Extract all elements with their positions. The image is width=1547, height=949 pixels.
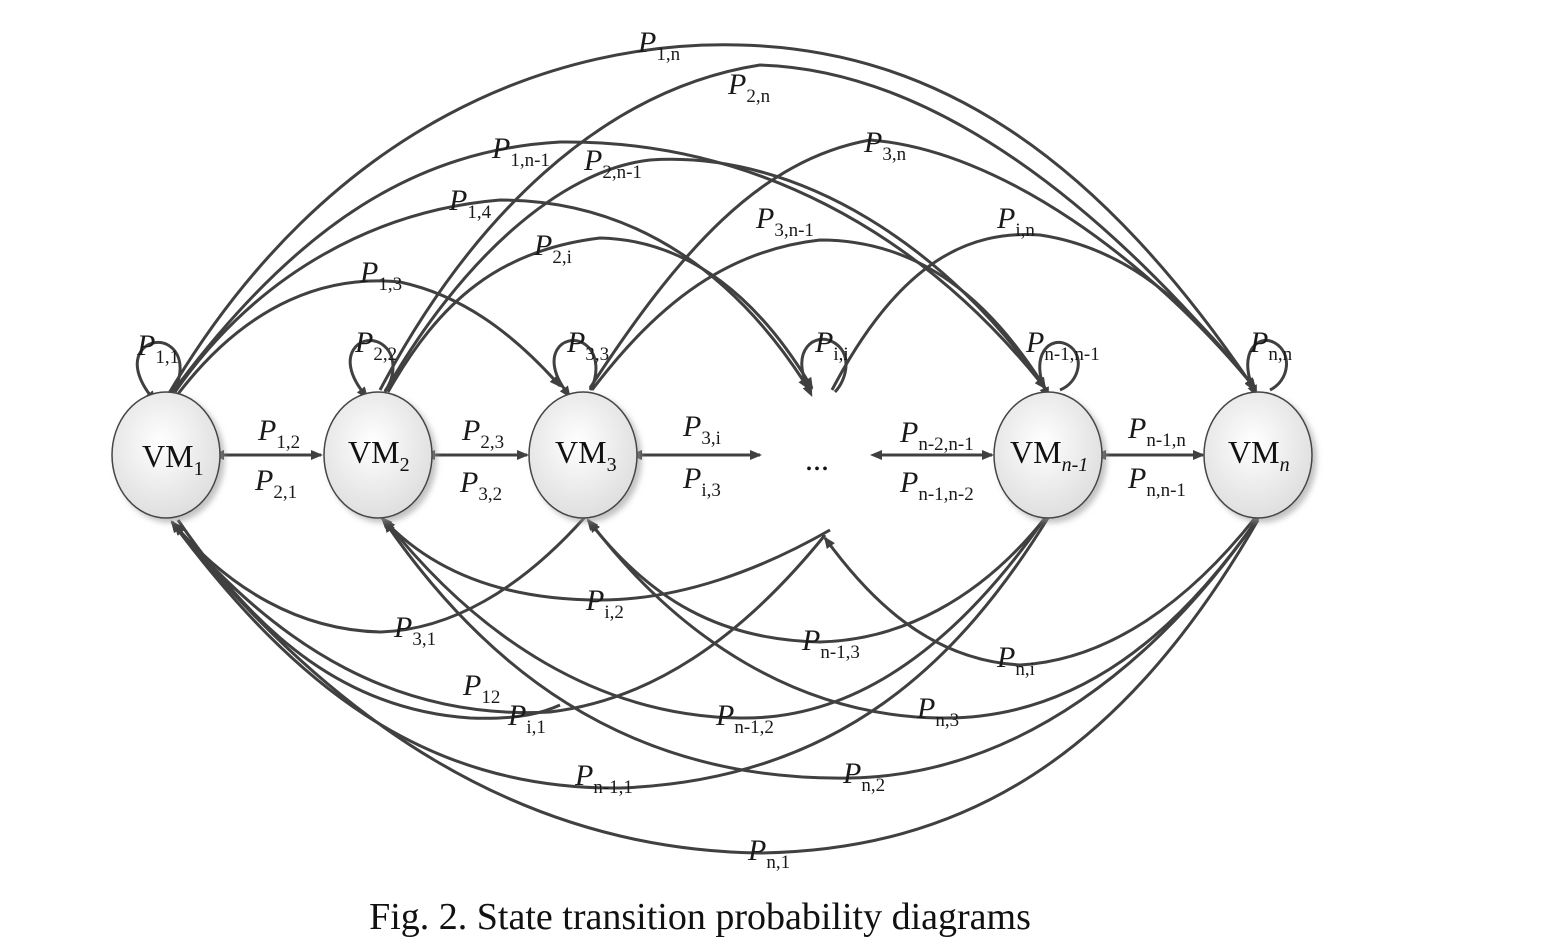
label-p2n1: P2,n-1 (583, 144, 642, 183)
label-pn1: Pn,1 (747, 834, 790, 873)
loop-1 (135, 340, 182, 404)
arc-1-n (166, 43, 1257, 396)
label-p1n1: P1,n-1 (491, 132, 550, 171)
label-pi3: Pi,3 (682, 462, 721, 501)
arc-2-n (378, 63, 1257, 391)
node-vm-2: VM2 (323, 391, 433, 519)
arc-2-n1 (383, 157, 1047, 393)
node-sub: 1 (194, 458, 204, 480)
node-vm-1: VM1 (111, 391, 221, 519)
arc-1-4 (173, 198, 810, 393)
label-pnn1: Pn,n-1 (1127, 462, 1186, 501)
label-p21: P2,1 (254, 464, 297, 503)
label-p33: P3,3 (566, 326, 609, 365)
label-p1n: P1,n (637, 26, 681, 65)
node-sub: 2 (400, 454, 410, 476)
node-base: VM (1228, 434, 1280, 470)
loop-3 (552, 339, 598, 399)
node-base: VM (142, 438, 194, 474)
label-p3i: P3,i (682, 410, 721, 449)
label-pn3: Pn,3 (916, 692, 959, 731)
label-p23: P2,3 (461, 414, 504, 453)
loop-n1 (1038, 340, 1080, 400)
arc-3-n1 (590, 238, 1047, 391)
label-pn2n1: Pn-2,n-1 (899, 416, 974, 455)
loop-2 (348, 339, 395, 400)
label-pn1n1: Pn-1,n-1 (1025, 326, 1100, 365)
node-sub: n-1 (1062, 454, 1089, 476)
node-base: VM (555, 434, 607, 470)
label-pi1: Pi,1 (507, 699, 546, 738)
node-vm-n-minus-1: VMn-1 (993, 391, 1103, 519)
node-base: VM (348, 434, 400, 470)
arc-n1-1 (170, 517, 1050, 790)
label-pii: Pi,i (814, 326, 849, 365)
label-pn2: Pn,2 (842, 757, 885, 796)
arc-n1-2 (383, 517, 1047, 720)
arc-n-1 (170, 519, 1260, 855)
arc-n-i (823, 517, 1257, 667)
arc-n-3 (588, 517, 1260, 720)
arc-1-3 (176, 279, 562, 395)
arc-n-2 (383, 517, 1260, 780)
label-pi2: Pi,2 (585, 584, 624, 623)
node-base: VM (1010, 434, 1062, 470)
svg-text:VM2: VM2 (348, 434, 410, 476)
label-pin: Pi,n (996, 202, 1035, 241)
label-p3n1: P3,n-1 (755, 202, 814, 241)
figure-caption: Fig. 2. State transition probability dia… (369, 896, 1031, 938)
arc-2-1 (176, 519, 561, 720)
label-pn1n: Pn-1,n (1127, 412, 1186, 451)
label-p22: P2,2 (354, 326, 397, 365)
label-p13: P1,3 (359, 256, 402, 295)
label-pn11: Pn-1,1 (574, 759, 633, 798)
ellipsis: ... (805, 441, 829, 477)
edge-labels: P1,1 P2,2 P3,3 Pi,i Pn-1,n-1 Pn,n P1,2 P… (136, 26, 1293, 873)
label-p3n: P3,n (863, 126, 907, 165)
loop-n (1246, 338, 1288, 398)
label-p2i: P2,i (533, 229, 572, 268)
arc-3-1 (170, 516, 587, 634)
svg-text:VM3: VM3 (555, 434, 617, 476)
label-p12-bottom: P12 (462, 669, 500, 708)
svg-text:VM1: VM1 (142, 438, 204, 480)
node-sub: n (1280, 454, 1290, 476)
label-pn1n2: Pn-1,n-2 (899, 466, 974, 505)
label-pn12: Pn-1,2 (715, 699, 774, 738)
label-p11: P1,1 (136, 329, 179, 368)
label-p12: P1,2 (257, 414, 300, 453)
label-pnn: Pn,n (1249, 326, 1293, 365)
label-pn13: Pn-1,3 (801, 624, 860, 663)
node-vm-3: VM3 (528, 391, 638, 519)
node-vm-n: VMn (1203, 391, 1313, 519)
node-sub: 3 (607, 454, 617, 476)
label-p2n: P2,n (727, 68, 771, 107)
arc-i-2 (380, 516, 831, 602)
loop-i (800, 337, 848, 398)
label-p31: P3,1 (393, 611, 436, 650)
svg-text:VMn: VMn (1228, 434, 1290, 476)
label-p32: P3,2 (459, 466, 502, 505)
svg-text:VMn-1: VMn-1 (1010, 434, 1088, 476)
arc-i-1 (173, 523, 827, 715)
arc-n1-3 (586, 517, 1047, 644)
arc-i-n (830, 233, 1257, 391)
label-p14: P1,4 (448, 184, 492, 223)
arc-lines (135, 43, 1288, 855)
label-pni: Pn,i (996, 641, 1035, 680)
arc-2-i (386, 236, 814, 393)
